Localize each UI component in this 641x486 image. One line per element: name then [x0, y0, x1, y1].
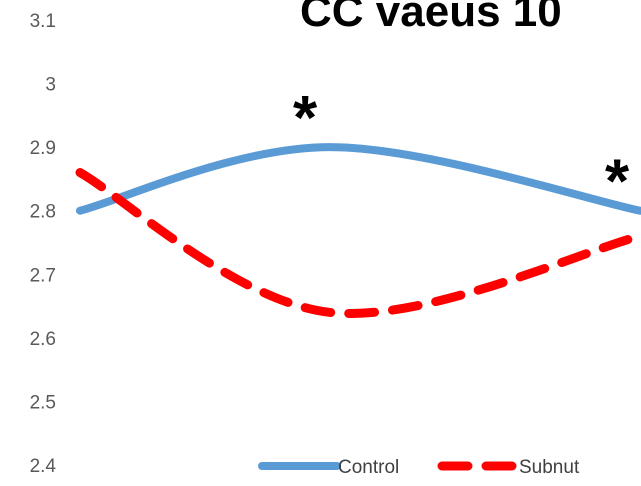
- legend-label-control: Control: [338, 457, 399, 478]
- y-tick-label: 3: [45, 75, 56, 96]
- y-tick-label: 2.5: [30, 392, 56, 413]
- y-tick-label: 2.4: [30, 456, 57, 477]
- legend: Control Subnut: [258, 457, 580, 478]
- series-layer: [75, 143, 641, 318]
- annotation-layer: **: [293, 84, 630, 217]
- series-line-subnut: [75, 168, 641, 318]
- y-tick-label: 2.6: [30, 329, 56, 350]
- series-line-control: [76, 143, 641, 215]
- y-tick-label: 2.9: [30, 138, 56, 159]
- chart-title: CC vaeus 10: [300, 0, 562, 36]
- significance-marker: *: [605, 148, 630, 217]
- y-axis-ticks: 3.1 3 2.9 2.8 2.7 2.6 2.5 2.4: [30, 11, 57, 477]
- significance-marker: *: [293, 84, 318, 153]
- y-tick-label: 2.7: [30, 265, 56, 286]
- y-tick-label: 3.1: [30, 11, 56, 32]
- y-tick-label: 2.8: [30, 202, 56, 223]
- legend-label-subnut: Subnut: [519, 457, 580, 478]
